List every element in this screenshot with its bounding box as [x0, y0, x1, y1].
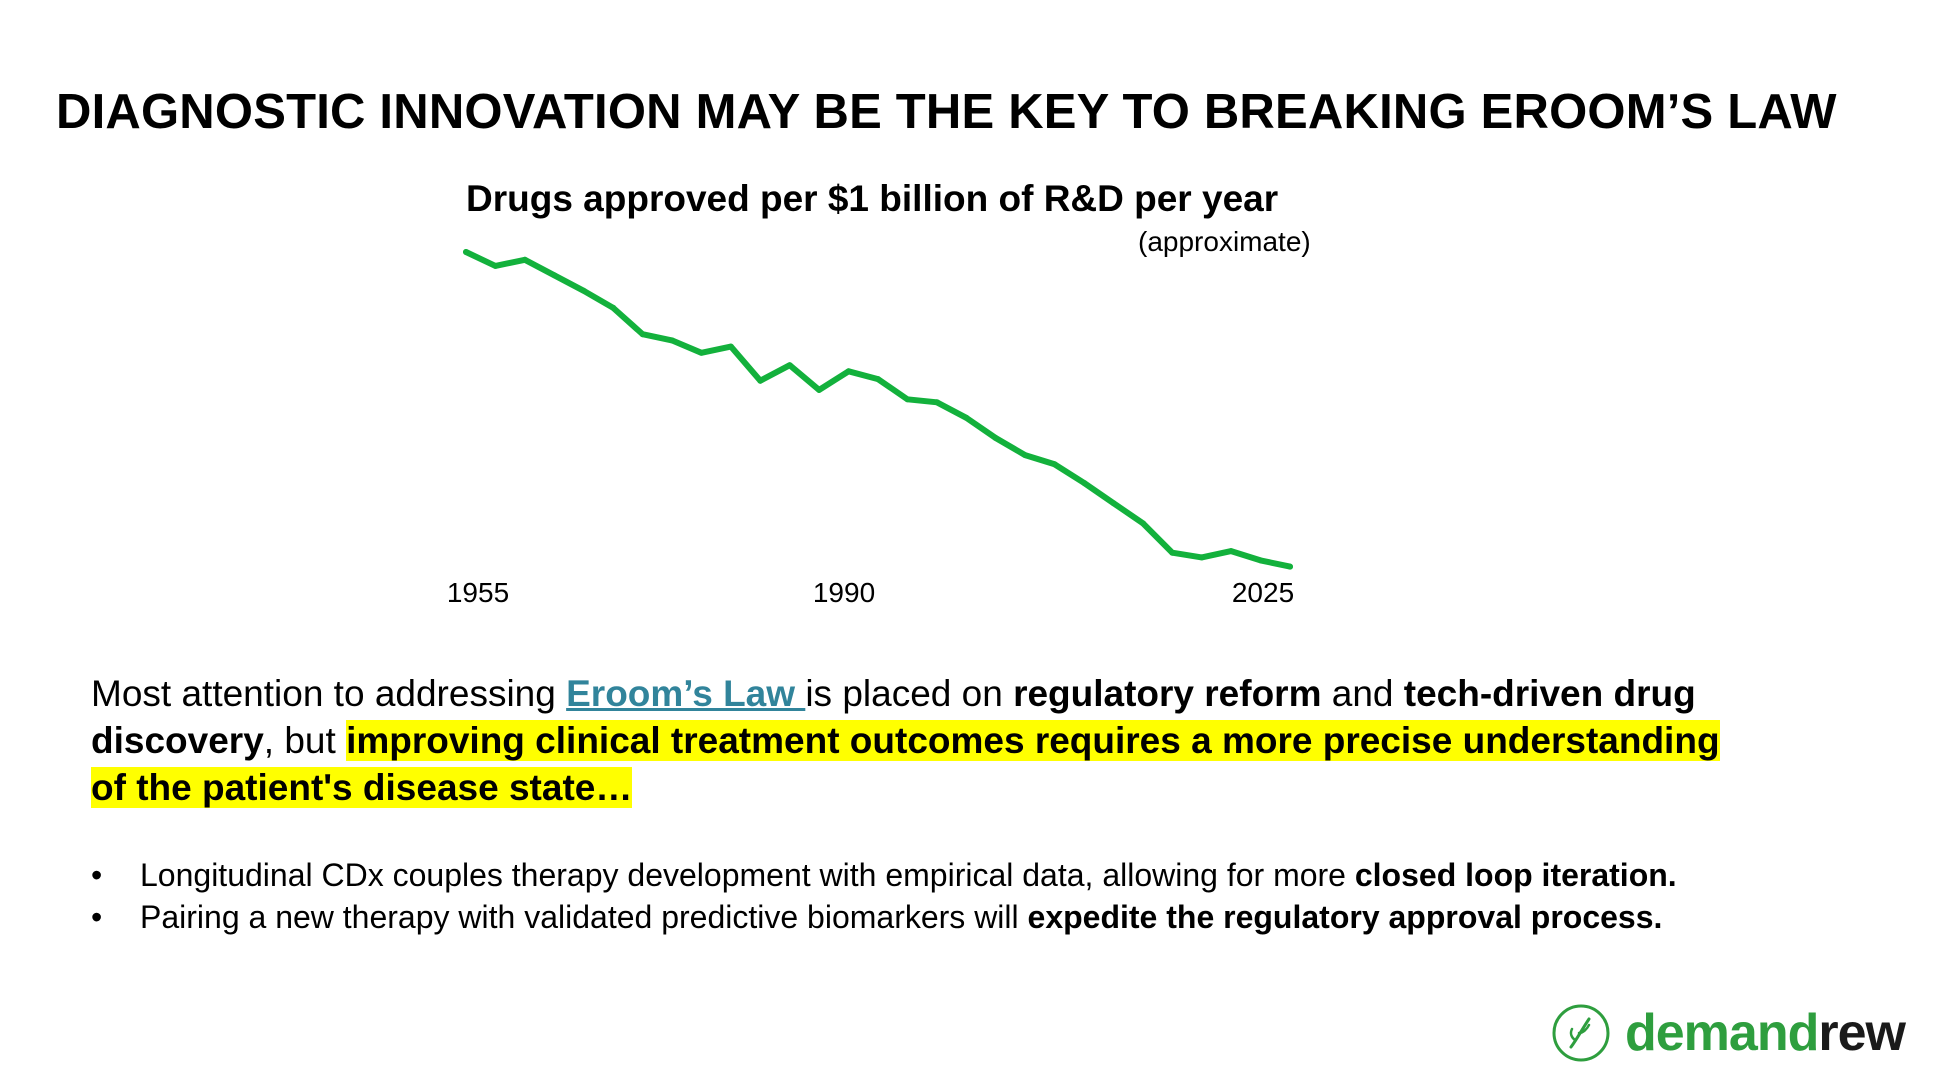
data-point [551, 272, 558, 279]
data-point [1287, 563, 1293, 570]
bullet-bold: closed loop iteration. [1354, 857, 1677, 893]
leaf-icon [1552, 1004, 1610, 1062]
data-point [933, 399, 940, 406]
body-paragraph: Most attention to addressing Eroom’s Law… [91, 670, 1731, 811]
slide-title: DIAGNOSTIC INNOVATION MAY BE THE KEY TO … [56, 85, 1837, 139]
bullet-list: • Longitudinal CDx couples therapy develo… [91, 854, 1771, 938]
data-point [757, 377, 764, 384]
data-point [727, 343, 734, 350]
logo: demandrew [1551, 1001, 1906, 1065]
logo-text-demand: demand [1625, 1004, 1819, 1062]
data-point [1198, 554, 1205, 561]
data-point [1022, 452, 1029, 459]
data-point [610, 304, 617, 311]
data-point [1257, 557, 1264, 564]
chart-title: Drugs approved per $1 billion of R&D per… [466, 178, 1279, 219]
x-tick-label-1990: 1990 [812, 577, 876, 608]
body-text: Most attention to addressing [91, 673, 567, 714]
logo-wordmark: demandrew [1625, 1003, 1906, 1063]
data-point [521, 256, 528, 263]
bullet-bold: expedite the regulatory approval process… [1027, 899, 1663, 935]
data-point [963, 414, 970, 421]
bullet-text: Longitudinal CDx couples therapy develop… [140, 857, 1355, 893]
body-text: , but [263, 720, 347, 761]
data-point [786, 362, 793, 369]
data-point [463, 249, 469, 255]
bullet-marker: • [91, 899, 103, 935]
body-bold-regulatory-reform: regulatory reform [1013, 673, 1322, 714]
data-point [1081, 479, 1087, 486]
list-item: • Pairing a new therapy with validated pr… [91, 896, 1771, 938]
data-point [698, 349, 705, 356]
logo-text-rew: rew [1818, 1004, 1906, 1062]
chart-subtitle: (approximate) [1138, 226, 1311, 257]
data-point [1169, 549, 1176, 556]
data-point [875, 376, 881, 383]
data-point [816, 386, 823, 393]
data-point [1228, 548, 1235, 555]
data-point [580, 287, 587, 294]
data-point [1139, 520, 1146, 527]
data-point [669, 337, 675, 344]
data-point [1110, 500, 1117, 507]
data-point [992, 435, 999, 441]
data-point [904, 396, 911, 403]
series-line-0 [463, 249, 1293, 570]
bullet-text: Pairing a new therapy with validated pre… [140, 899, 1028, 935]
data-point [639, 331, 646, 338]
x-tick-label-1955: 1955 [446, 577, 510, 608]
x-tick-label-2025: 2025 [1231, 577, 1295, 608]
list-item: • Longitudinal CDx couples therapy develo… [91, 854, 1771, 896]
line-chart [463, 249, 1293, 570]
body-bold-tech-driven: tech-driven drug discovery [91, 673, 1696, 761]
body-text: is placed on [805, 673, 1014, 714]
data-point [492, 262, 499, 269]
data-point [1051, 461, 1058, 468]
body-text: and [1321, 673, 1404, 714]
bullet-marker: • [91, 857, 103, 893]
erooms-law-link[interactable]: Eroom’s Law [566, 673, 806, 714]
data-point [845, 368, 852, 375]
